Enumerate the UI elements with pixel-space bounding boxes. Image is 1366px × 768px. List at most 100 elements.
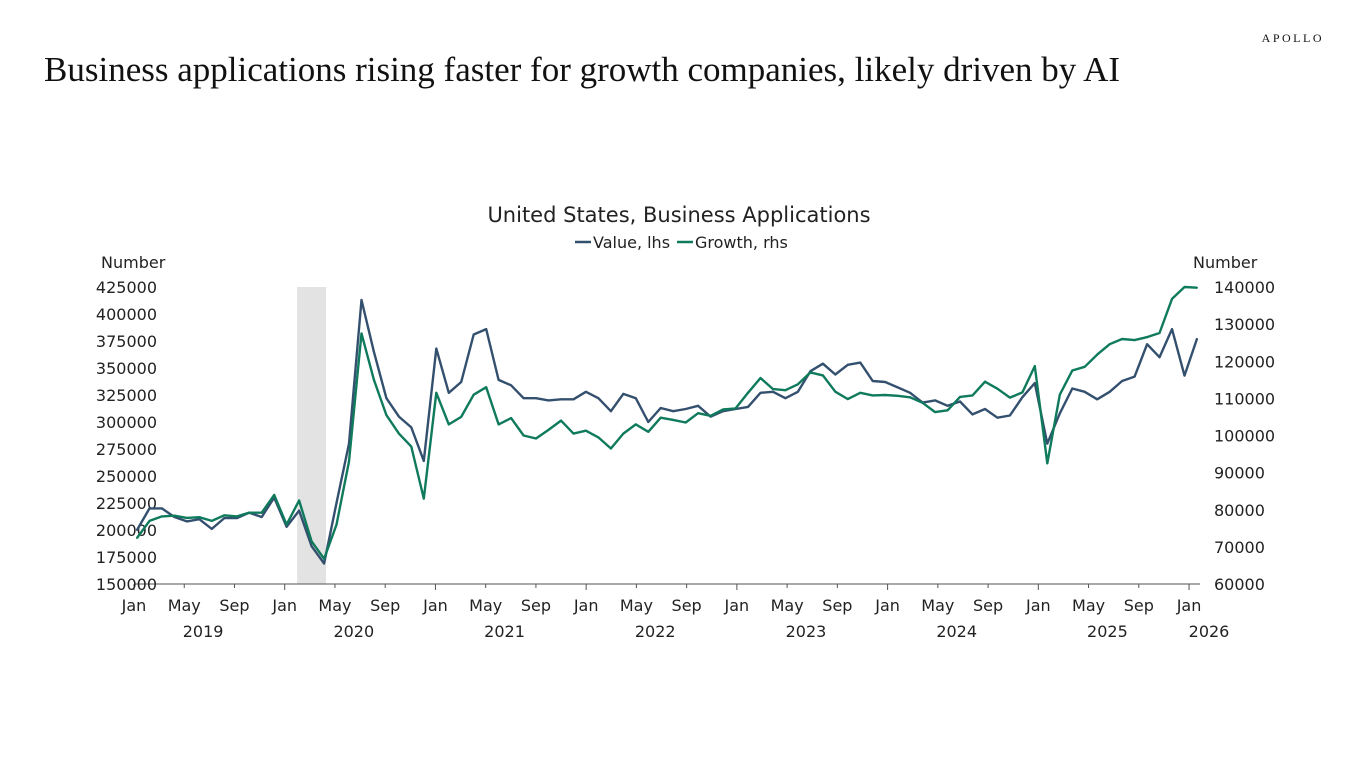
growth-point: [372, 378, 375, 381]
left-y-tick-label: 350000: [96, 359, 157, 378]
growth-point: [460, 415, 463, 418]
value-point: [310, 545, 313, 548]
value-point: [971, 413, 974, 416]
value-point: [934, 399, 937, 402]
value-point: [1108, 390, 1111, 393]
growth-point: [260, 511, 263, 514]
right-y-tick-label: 60000: [1214, 575, 1265, 594]
value-point: [535, 397, 538, 400]
growth-point: [771, 388, 774, 391]
right-y-tick-label: 90000: [1214, 464, 1265, 483]
value-point: [747, 405, 750, 408]
growth-point: [796, 383, 799, 386]
right-axis-label: Number: [1193, 253, 1258, 272]
value-point: [597, 397, 600, 400]
growth-point: [659, 416, 662, 419]
value-point: [697, 404, 700, 407]
growth-point: [834, 390, 837, 393]
value-point: [298, 509, 301, 512]
value-point: [1021, 396, 1024, 399]
value-point: [198, 518, 201, 521]
value-point: [235, 517, 238, 520]
x-year-label: 2023: [786, 622, 827, 641]
value-point: [759, 391, 762, 394]
value-point: [1171, 328, 1174, 331]
growth-point: [672, 418, 675, 421]
value-point: [672, 410, 675, 413]
growth-point: [136, 536, 138, 539]
growth-point: [223, 514, 226, 517]
growth-point: [946, 409, 949, 412]
growth-point: [160, 515, 163, 518]
value-point: [996, 416, 999, 419]
value-point: [410, 426, 413, 429]
value-point: [1071, 387, 1074, 390]
value-point: [1008, 414, 1011, 417]
page-title: Business applications rising faster for …: [44, 50, 1121, 89]
growth-point: [572, 432, 575, 435]
value-point: [1183, 374, 1186, 377]
growth-point: [173, 514, 176, 517]
x-year-label: 2022: [635, 622, 676, 641]
right-y-tick-label: 100000: [1214, 427, 1275, 446]
value-point: [622, 392, 625, 395]
value-point: [796, 390, 799, 393]
growth-point: [909, 396, 912, 399]
value-point: [260, 516, 263, 519]
growth-point: [435, 391, 438, 394]
value-point: [435, 347, 438, 350]
growth-point: [734, 407, 737, 410]
x-year-label: 2019: [183, 622, 224, 641]
growth-point: [497, 423, 500, 426]
growth-point: [1158, 332, 1161, 335]
left-y-tick-label: 225000: [96, 494, 157, 513]
value-point: [136, 529, 138, 531]
growth-point: [1096, 353, 1099, 356]
value-point: [547, 399, 550, 402]
left-y-tick-label: 300000: [96, 413, 157, 432]
growth-point: [472, 393, 475, 396]
value-point: [647, 421, 650, 423]
left-y-tick-label: 275000: [96, 440, 157, 459]
growth-point: [310, 540, 313, 543]
growth-point: [809, 371, 812, 374]
growth-point: [709, 414, 712, 417]
value-point: [684, 408, 687, 411]
growth-point: [347, 460, 350, 463]
x-tick-label: Sep: [219, 596, 249, 615]
left-y-tick-label: 175000: [96, 548, 157, 567]
value-point: [609, 410, 612, 413]
value-point: [559, 398, 562, 401]
growth-point: [871, 394, 874, 397]
growth-point: [235, 515, 238, 518]
growth-point: [934, 411, 937, 414]
x-tick-label: May: [168, 596, 201, 615]
x-tick-label: May: [318, 596, 351, 615]
growth-point: [971, 394, 974, 397]
value-point: [871, 379, 874, 382]
growth-point: [784, 389, 787, 392]
x-year-label: 2021: [484, 622, 525, 641]
series-line-growth: [136, 285, 1198, 560]
series-line-value: [135, 298, 1199, 565]
right-y-tick-label: 70000: [1214, 538, 1265, 557]
value-point: [372, 350, 375, 353]
growth-point: [422, 497, 425, 500]
left-y-tick-label: 150000: [96, 575, 157, 594]
x-year-label: 2024: [936, 622, 977, 641]
growth-point: [298, 499, 301, 502]
value-point: [185, 520, 188, 523]
value-point: [360, 298, 363, 301]
growth-point: [684, 421, 687, 424]
value-point: [1133, 375, 1136, 378]
value-point: [1058, 412, 1061, 415]
growth-point: [360, 332, 363, 335]
growth-point: [597, 436, 600, 439]
growth-point: [959, 395, 962, 398]
growth-point: [846, 398, 849, 401]
value-point: [884, 381, 887, 384]
growth-point: [510, 417, 513, 420]
value-point: [1033, 382, 1036, 385]
growth-point: [1183, 286, 1186, 288]
